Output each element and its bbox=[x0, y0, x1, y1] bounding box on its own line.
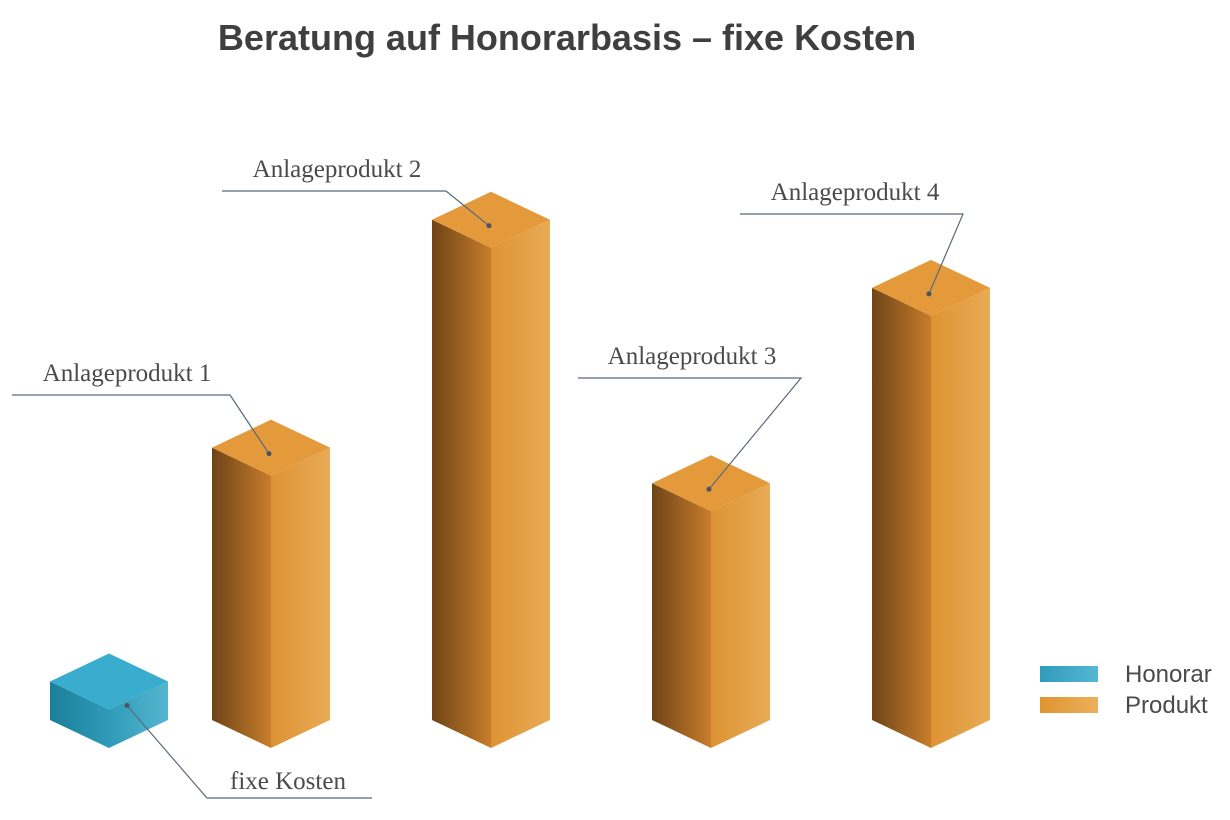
bar-right-face bbox=[491, 219, 550, 748]
bar-left-face bbox=[50, 681, 109, 748]
bar-top-face bbox=[50, 653, 168, 710]
bars-group bbox=[50, 191, 990, 748]
bar-top-face bbox=[212, 419, 330, 476]
bar-left-face bbox=[872, 287, 931, 748]
bar-anlageprodukt-3 bbox=[652, 455, 770, 748]
leader-dot-anlageprodukt-4 bbox=[926, 291, 932, 297]
leader-line-anlageprodukt-2 bbox=[222, 190, 490, 227]
leader-line-anlageprodukt-1 bbox=[12, 394, 270, 455]
leader-line-fixe-kosten bbox=[126, 705, 372, 799]
bar-anlageprodukt-2 bbox=[432, 191, 550, 748]
bar-left-face bbox=[212, 447, 271, 748]
label-anlageprodukt-3: Anlageprodukt 3 bbox=[608, 343, 777, 370]
leader-dot-fixe-kosten bbox=[124, 703, 130, 709]
bar-left-face bbox=[432, 219, 491, 748]
bar-anlageprodukt-1 bbox=[212, 419, 330, 748]
chart-title: Beratung auf Honorarbasis – fixe Kosten bbox=[218, 17, 916, 58]
bar-anlageprodukt-4 bbox=[872, 259, 990, 748]
bar-right-face bbox=[711, 483, 770, 748]
bar-top-face bbox=[432, 191, 550, 248]
label-fixe-kosten: fixe Kosten bbox=[230, 768, 346, 795]
bar-right-face bbox=[931, 287, 990, 748]
bar-right-face bbox=[271, 447, 330, 748]
label-anlageprodukt-4: Anlageprodukt 4 bbox=[771, 179, 940, 206]
label-anlageprodukt-2: Anlageprodukt 2 bbox=[253, 156, 422, 183]
leader-line-anlageprodukt-4 bbox=[740, 213, 964, 295]
legend-label-honorar: Honorar bbox=[1125, 661, 1212, 688]
leader-line-anlageprodukt-3 bbox=[578, 377, 803, 490]
bar-left-face bbox=[652, 483, 711, 748]
bar-right-face bbox=[109, 681, 168, 748]
label-anlageprodukt-1: Anlageprodukt 1 bbox=[43, 360, 212, 387]
labels-group: fixe Kosten Anlageprodukt 1 Anlageprodukt … bbox=[12, 156, 964, 799]
legend-swatch-honorar bbox=[1040, 666, 1098, 682]
legend-swatch-produkt bbox=[1040, 697, 1098, 713]
leader-dot-anlageprodukt-3 bbox=[706, 486, 712, 492]
leader-dot-anlageprodukt-1 bbox=[266, 451, 272, 457]
bar-top-face bbox=[652, 455, 770, 512]
legend: Honorar Produkt bbox=[1040, 661, 1212, 719]
leader-dot-anlageprodukt-2 bbox=[486, 223, 492, 229]
bar-fixe-kosten bbox=[50, 653, 168, 748]
legend-label-produkt: Produkt bbox=[1125, 692, 1208, 719]
